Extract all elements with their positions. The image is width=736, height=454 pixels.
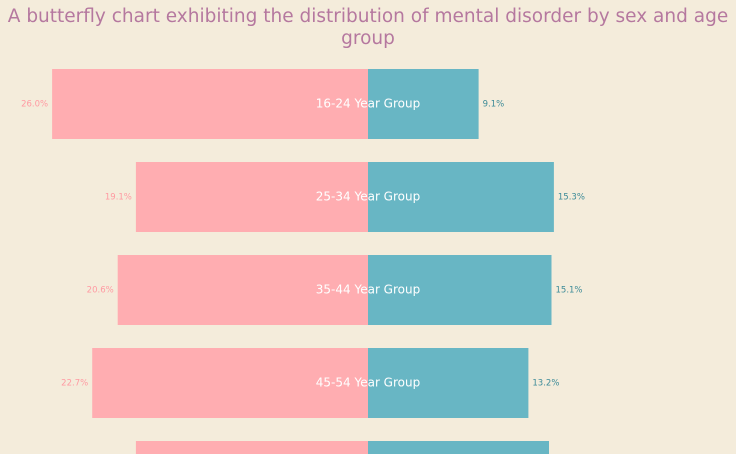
category-label-16-24-year-group: 16-24 Year Group xyxy=(316,97,420,111)
bars-layer xyxy=(52,69,554,454)
left-value-label-35-44-year-group: 20.6% xyxy=(87,286,114,296)
labels-layer: 26.0% 9.1% 16-24 Year Group 19.1% 15.3% 25-34… xyxy=(21,97,585,390)
right-bar-55-64-year-group xyxy=(368,441,549,454)
left-value-label-45-54-year-group: 22.7% xyxy=(61,379,88,389)
right-value-label-45-54-year-group: 13.2% xyxy=(532,379,559,389)
category-label-45-54-year-group: 45-54 Year Group xyxy=(316,376,420,390)
right-value-label-25-34-year-group: 15.3% xyxy=(558,193,585,203)
left-value-label-16-24-year-group: 26.0% xyxy=(21,100,48,110)
right-value-label-16-24-year-group: 9.1% xyxy=(483,100,505,110)
category-label-25-34-year-group: 25-34 Year Group xyxy=(316,190,420,204)
category-label-35-44-year-group: 35-44 Year Group xyxy=(316,283,420,297)
left-value-label-25-34-year-group: 19.1% xyxy=(105,193,132,203)
right-value-label-35-44-year-group: 15.1% xyxy=(556,286,583,296)
left-bar-55-64-year-group xyxy=(136,441,368,454)
